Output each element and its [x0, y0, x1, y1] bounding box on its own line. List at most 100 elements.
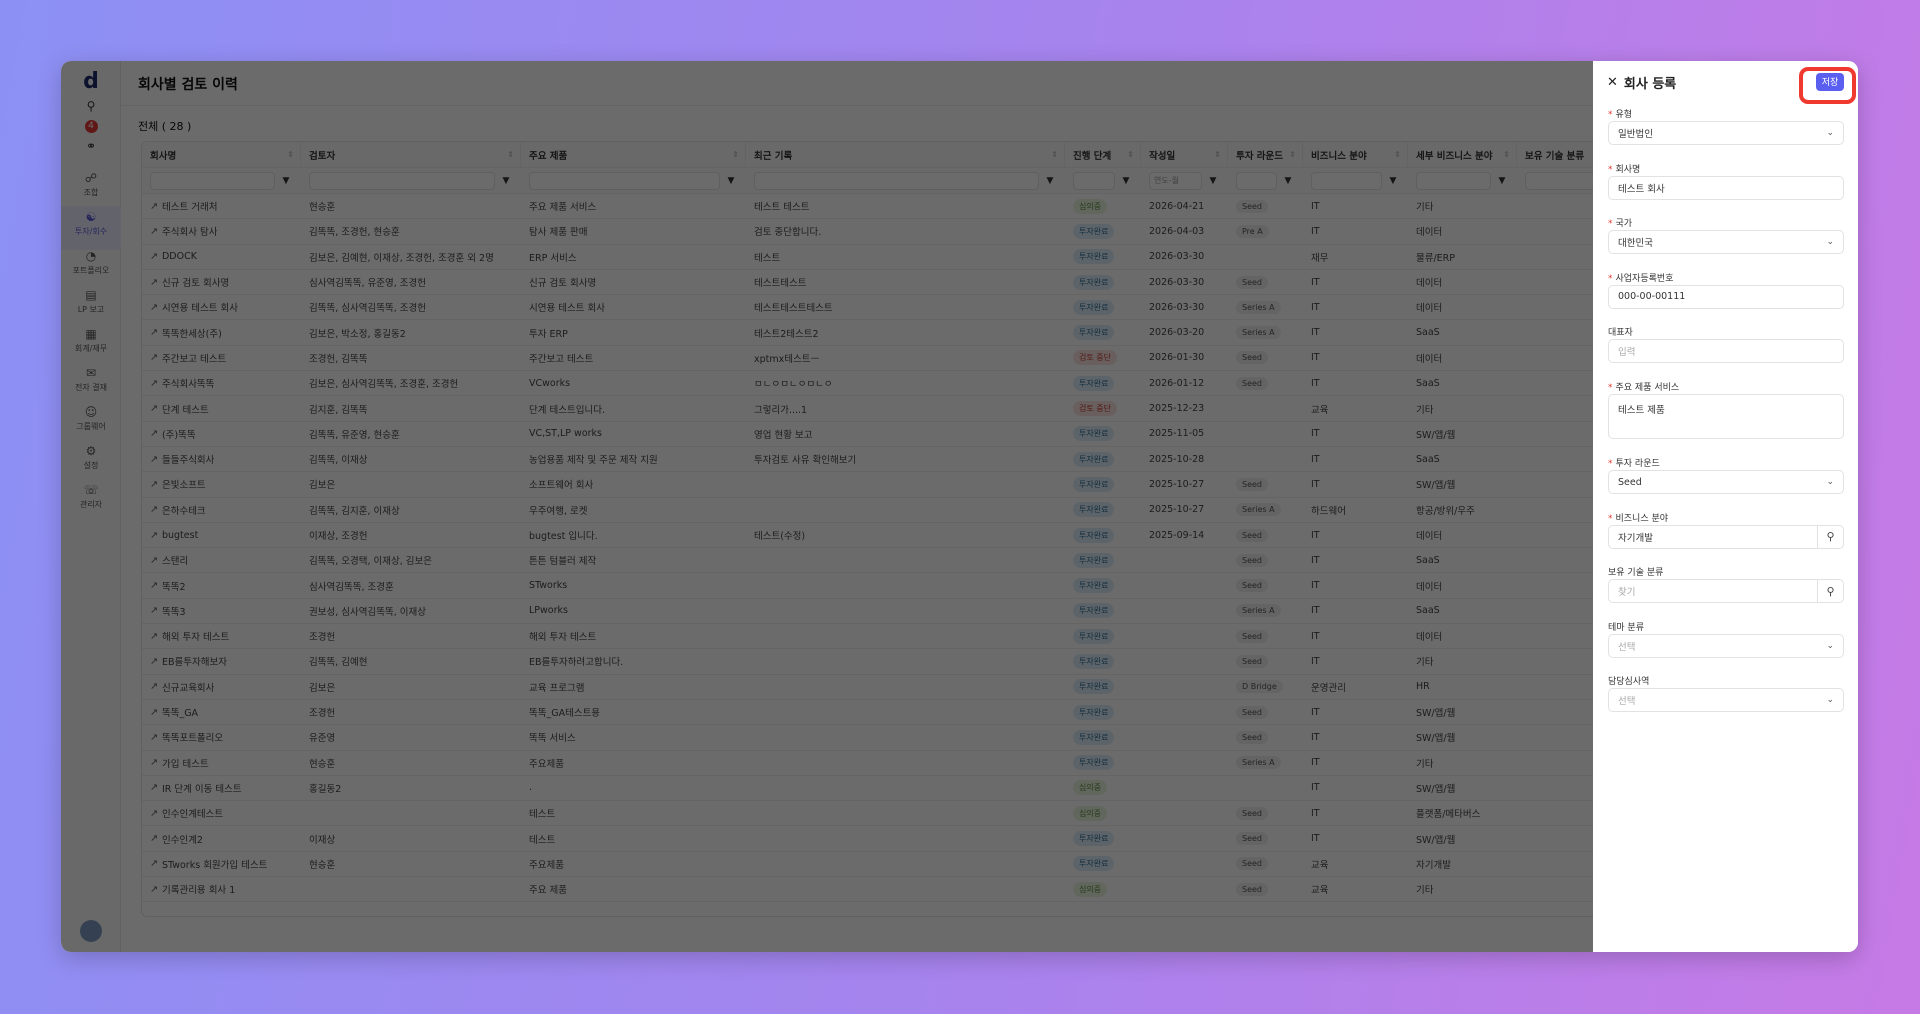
table-row[interactable]: ↗ 주식회사 탐사 김똑똑, 조경헌, 현승훈 탐사 제품 판매 검토 중단합니다. 투자… [142, 219, 1593, 245]
company-name-link[interactable]: 신규교육회사 [161, 682, 215, 694]
column-header[interactable]: 최근 기록 ⇕ [746, 142, 1065, 167]
external-link-icon[interactable]: ↗ [150, 757, 158, 769]
external-link-icon[interactable]: ↗ [150, 731, 158, 743]
external-link-icon[interactable]: ↗ [150, 504, 158, 516]
table-row[interactable]: ↗ 신규 검토 회사명 심사역김똑똑, 유준영, 조경헌 신규 검토 회사명 테스트테스… [142, 270, 1593, 296]
company-name-link[interactable]: EB를투자해보자 [161, 657, 227, 669]
sidebar-item[interactable]: ✉ 전자 결재 [61, 362, 121, 406]
company-name-link[interactable]: 똑똑_GA [161, 708, 199, 720]
external-link-icon[interactable]: ↗ [150, 428, 158, 440]
external-link-icon[interactable]: ↗ [150, 200, 158, 212]
filter-icon[interactable]: ▼ [727, 175, 735, 186]
external-link-icon[interactable]: ↗ [150, 580, 158, 592]
column-header[interactable]: 세부 비즈니스 분야 ⇕ [1408, 142, 1517, 167]
table-row[interactable]: ↗ 기록관리용 회사 1 주요 제품 심의중 Seed 교육 기타 [142, 877, 1593, 903]
column-header[interactable]: 비즈니스 분야 ⇕ [1303, 142, 1408, 167]
search-icon[interactable]: ⚲ [86, 99, 96, 113]
external-link-icon[interactable]: ↗ [150, 630, 158, 642]
external-link-icon[interactable]: ↗ [150, 782, 158, 794]
table-row[interactable]: ↗ bugtest 이재상, 조경헌 bugtest 입니다. 테스트(수정) 투자완료 2… [142, 523, 1593, 549]
table-row[interactable]: ↗ 주간보고 테스트 조경헌, 김똑똑 주간보고 테스트 xptmx테스트ㅡ 검토 중단 2… [142, 346, 1593, 372]
company-name-link[interactable]: 은빛소프트 [161, 480, 206, 492]
external-link-icon[interactable]: ↗ [150, 681, 158, 693]
table-row[interactable]: ↗ 해외 투자 테스트 조경헌 해외 투자 테스트 투자완료 Seed IT 데이터 [142, 624, 1593, 650]
external-link-icon[interactable]: ↗ [150, 453, 158, 465]
company-name-link[interactable]: 단계 테스트 [161, 404, 209, 416]
column-header[interactable]: 투자 라운드 ⇕ [1228, 142, 1303, 167]
sidebar-item[interactable]: ▤ LP 보고 [61, 284, 121, 328]
company-name-link[interactable]: 인수인계2 [161, 834, 203, 846]
table-row[interactable]: ↗ 인수인계테스트 테스트 심의중 Seed IT 플랫폼/메타버스 [142, 801, 1593, 827]
sidebar-item[interactable]: ☯ 투자/회수 [61, 206, 121, 250]
select-field[interactable]: 대한민국 ⌄ [1608, 230, 1844, 255]
sort-icon[interactable]: ⇕ [1503, 150, 1510, 159]
company-name-link[interactable]: 주간보고 테스트 [161, 353, 227, 365]
company-name-link[interactable]: 주식회사 탐사 [161, 227, 218, 239]
company-name-link[interactable]: 가입 테스트 [161, 758, 209, 770]
company-name-link[interactable]: IR 단계 이동 테스트 [161, 783, 242, 795]
table-row[interactable]: ↗ 똑똑_GA 조경헌 똑똑_GA테스트용 투자완료 Seed IT SW/앱/웹 [142, 700, 1593, 726]
sort-icon[interactable]: ⇕ [1394, 150, 1401, 159]
filter-icon[interactable]: ▼ [282, 175, 290, 186]
table-row[interactable]: ↗ IR 단계 이동 테스트 홍길동2. 심의중 IT SW/앱/웹 [142, 776, 1593, 802]
table-row[interactable]: ↗ 똑똑포트폴리오 유준영 똑똑 서비스 투자완료 Seed IT SW/앱/웹 [142, 725, 1593, 751]
support-icon[interactable]: ⚭ [85, 139, 97, 153]
filter-input[interactable] [150, 171, 275, 190]
external-link-icon[interactable]: ↗ [150, 605, 158, 617]
filter-icon[interactable]: ▼ [1046, 175, 1054, 186]
company-name-link[interactable]: DDOCK [161, 251, 197, 263]
sidebar-item[interactable]: ⚙ 설정 [61, 440, 121, 484]
search-field[interactable]: 자기개발 ⚲ [1608, 524, 1844, 549]
text-field[interactable]: 테스트 회사 [1608, 175, 1844, 200]
company-name-link[interactable]: 인수인계테스트 [161, 809, 224, 821]
text-field[interactable]: 000-00-00111 [1608, 284, 1844, 309]
select-field[interactable]: Seed ⌄ [1608, 470, 1844, 494]
sidebar-item[interactable]: ☏ 관리자 [61, 479, 121, 523]
column-header[interactable]: 주요 제품 ⇕ [521, 142, 746, 167]
external-link-icon[interactable]: ↗ [150, 706, 158, 718]
company-name-link[interactable]: bugtest [161, 529, 199, 541]
sidebar-item[interactable]: ▦ 회계/재무 [61, 323, 121, 367]
company-name-link[interactable]: 똑똑3 [161, 606, 186, 618]
table-row[interactable]: ↗ 똑똑한세상(주) 김보은, 박소정, 홍길동2 투자 ERP 테스트2테스트2 투자완… [142, 320, 1593, 346]
external-link-icon[interactable]: ↗ [150, 327, 158, 339]
sort-icon[interactable]: ⇕ [287, 150, 294, 159]
text-field[interactable]: 입력 [1608, 339, 1844, 364]
filter-input[interactable] [309, 171, 495, 190]
company-name-link[interactable]: 테스트 거래처 [161, 202, 218, 214]
sort-icon[interactable]: ⇕ [1289, 150, 1296, 159]
table-row[interactable]: ↗ STworks 회원가입 테스트 현승훈 주요제품 투자완료 Seed 교육 자기개발 [142, 852, 1593, 878]
logo[interactable]: d [83, 69, 99, 94]
table-row[interactable]: ↗ DDOCK 김보은, 김예현, 이재상, 조경헌, 조경훈 외 2명 ERP 서비… [142, 245, 1593, 270]
external-link-icon[interactable]: ↗ [150, 377, 158, 389]
column-header[interactable]: 진행 단계 ⇕ [1065, 142, 1141, 167]
filter-input[interactable] [1311, 171, 1382, 190]
external-link-icon[interactable]: ↗ [150, 883, 158, 895]
external-link-icon[interactable]: ↗ [150, 251, 158, 263]
external-link-icon[interactable]: ↗ [150, 554, 158, 566]
company-name-link[interactable]: 들들주식회사 [161, 455, 215, 467]
table-row[interactable]: ↗ 신규교육회사 김보은 교육 프로그램 투자완료 D Bridge 운영관리 HR [142, 675, 1593, 700]
company-name-link[interactable]: 은하수테크 [161, 505, 206, 517]
filter-input[interactable]: 연도-월 [1149, 171, 1202, 190]
sidebar-item[interactable]: ☍ 조합 [61, 167, 121, 211]
sort-icon[interactable]: ⇕ [1214, 150, 1221, 159]
external-link-icon[interactable]: ↗ [150, 833, 158, 845]
company-name-link[interactable]: 해외 투자 테스트 [161, 632, 230, 644]
filter-icon[interactable]: ▼ [1284, 175, 1292, 186]
company-name-link[interactable]: 똑똑포트폴리오 [161, 733, 224, 745]
avatar[interactable] [80, 920, 102, 942]
modal-backdrop-content[interactable]: d ⚲ 4 ⚭ ☍ 조합 ☯ 투자/회수 ◔ 포트폴리오 ▤ LP 보고 ▦ 회계/재무 ✉ 전자 결… [61, 61, 1593, 952]
external-link-icon[interactable]: ↗ [150, 276, 158, 288]
table-row[interactable]: ↗ 가입 테스트 현승훈 주요제품 투자완료 Series A IT 기타 [142, 751, 1593, 776]
company-name-link[interactable]: 똑똑2 [161, 581, 186, 593]
company-name-link[interactable]: 똑똑한세상(주) [161, 328, 222, 340]
column-header[interactable]: 작성일 ⇕ [1141, 142, 1228, 167]
external-link-icon[interactable]: ↗ [150, 301, 158, 313]
table-row[interactable]: ↗ 시연용 테스트 회사 김똑똑, 심사역김똑똑, 조경헌 시연용 테스트 회사 테스트… [142, 295, 1593, 321]
sort-icon[interactable]: ⇕ [1051, 150, 1058, 159]
table-row[interactable]: ↗ 은하수테크 김똑똑, 김지훈, 이재상 우주여행, 로켓 투자완료 2025-10-2… [142, 498, 1593, 523]
filter-input[interactable] [1236, 171, 1277, 190]
column-header[interactable]: 보유 기술 분류⇕ [1517, 142, 1593, 167]
table-row[interactable]: ↗ 똑똑3 권보성, 심사역김똑똑, 이재상 LPworks 투자완료 Series A I… [142, 599, 1593, 625]
